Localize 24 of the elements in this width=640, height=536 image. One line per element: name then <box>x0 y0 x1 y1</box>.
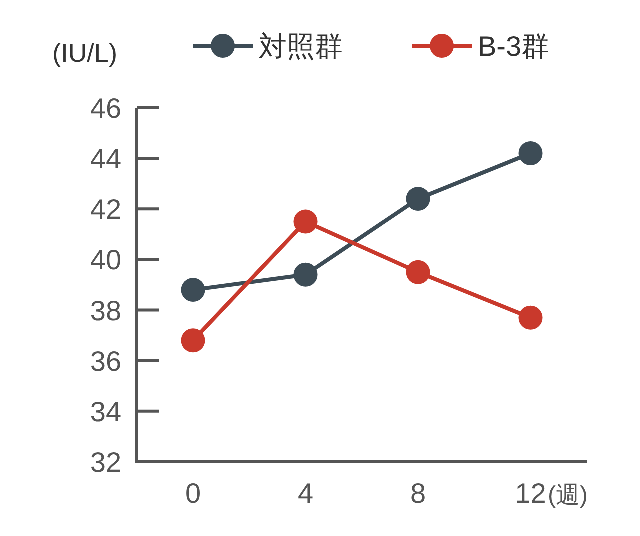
y-tick-label: 40 <box>90 244 122 276</box>
point <box>294 262 318 287</box>
y-axis-title: (IU/L) <box>52 38 118 68</box>
y-tick-label: 46 <box>90 93 122 124</box>
point <box>406 260 430 284</box>
x-tick-label: 8 <box>410 478 426 509</box>
point <box>518 142 543 166</box>
y-tick-label: 34 <box>90 396 122 428</box>
point <box>181 278 206 302</box>
point <box>406 187 430 212</box>
x-tick-label: 4 <box>298 478 314 509</box>
point <box>518 306 543 330</box>
x-tick-label: 0 <box>185 478 202 509</box>
point <box>294 210 318 234</box>
y-tick-label: 44 <box>90 144 122 175</box>
legend-label: 対照群 <box>259 31 343 62</box>
y-tick-label: 32 <box>90 447 122 478</box>
y-tick-label: 38 <box>90 295 122 326</box>
y-tick-label: 42 <box>90 194 122 226</box>
point <box>181 328 206 353</box>
x-axis-title: (週) <box>548 482 588 509</box>
legend-label: B-3群 <box>478 31 550 62</box>
y-tick-label: 36 <box>90 346 122 377</box>
x-tick-label: 12 <box>515 478 546 509</box>
